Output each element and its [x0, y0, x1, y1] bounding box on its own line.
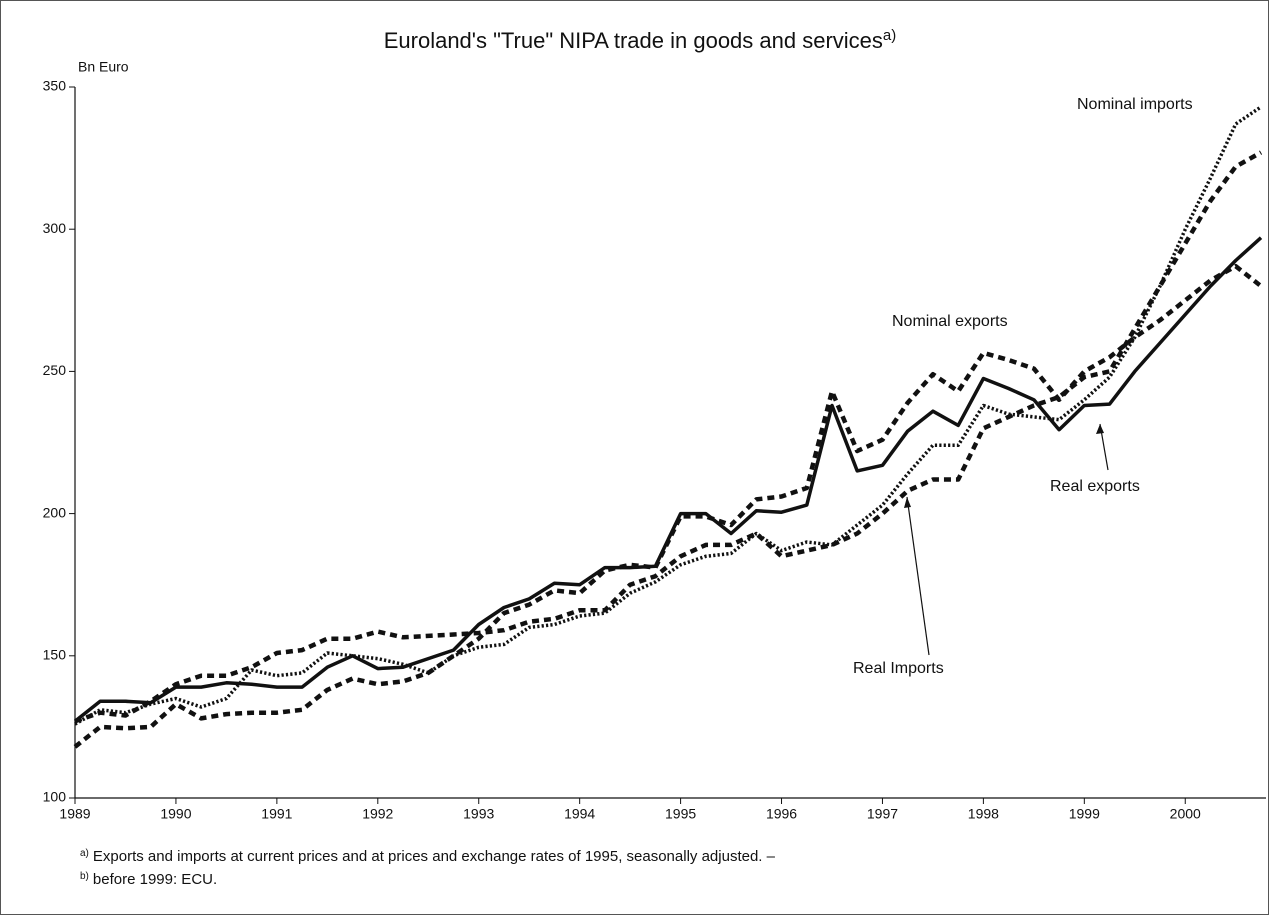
y-tick-label: 350: [43, 78, 67, 94]
title-note: a): [883, 27, 896, 44]
x-tick-label: 1991: [261, 806, 292, 822]
y-tick-label: 200: [43, 504, 67, 520]
y-axis-label: Bn Euro: [78, 59, 129, 75]
y-tick-label: 100: [43, 789, 67, 805]
series-label: Nominal imports: [1077, 96, 1193, 113]
x-tick-label: 1999: [1069, 806, 1100, 822]
x-tick-label: 1990: [160, 806, 191, 822]
footnote-marker: a): [80, 848, 89, 859]
footnote: a) Exports and imports at current prices …: [80, 848, 776, 865]
footnote-marker: b): [80, 871, 89, 882]
x-tick-label: 1989: [59, 806, 90, 822]
series-label: Real exports: [1050, 478, 1140, 495]
footnote-text: before 1999: ECU.: [93, 871, 217, 888]
footnote-text: Exports and imports at current prices an…: [93, 848, 776, 865]
arrowhead: [904, 497, 911, 508]
x-tick-label: 1995: [665, 806, 696, 822]
footnotes: a) Exports and imports at current prices …: [80, 848, 776, 888]
x-tick-label: 1992: [362, 806, 393, 822]
title-text: Euroland's "True" NIPA trade in goods an…: [384, 28, 883, 53]
y-tick-label: 250: [43, 362, 67, 378]
y-tick-label: 150: [43, 647, 67, 663]
arrowhead: [1096, 424, 1104, 434]
series-label: Nominal exports: [892, 313, 1008, 330]
arrow: [906, 496, 930, 656]
series-line: [74, 150, 1263, 724]
footnote: b) before 1999: ECU.: [80, 871, 217, 888]
x-tick-label: 1994: [564, 806, 595, 822]
x-tick-label: 1997: [867, 806, 898, 822]
series-line: [73, 263, 1263, 749]
x-tick-label: 1998: [968, 806, 999, 822]
x-tick-label: 1993: [463, 806, 494, 822]
y-tick-label: 300: [43, 220, 67, 236]
chart-title: Euroland's "True" NIPA trade in goods an…: [384, 27, 897, 53]
x-tick-label: 2000: [1170, 806, 1201, 822]
series-label: Real Imports: [853, 660, 944, 677]
x-tick-label: 1996: [766, 806, 797, 822]
